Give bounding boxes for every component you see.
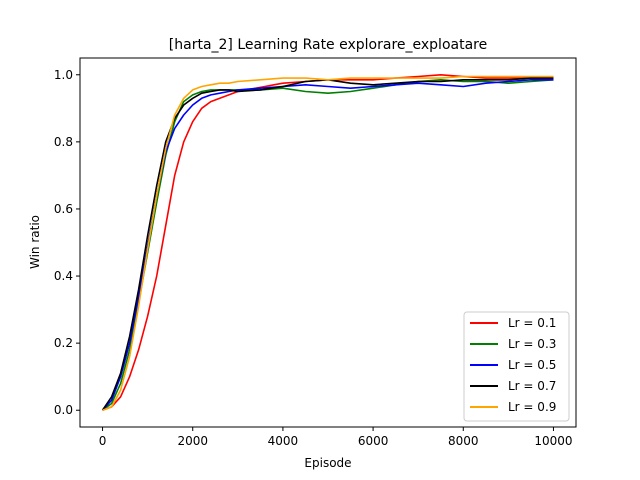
legend-label: Lr = 0.5	[508, 358, 556, 372]
legend-label: Lr = 0.1	[508, 316, 556, 330]
y-tick-label: 0.8	[54, 135, 73, 149]
series-line-5	[102, 75, 554, 411]
legend-label: Lr = 0.9	[508, 400, 556, 414]
legend: Lr = 0.1 Lr = 0.3 Lr = 0.5 Lr = 0.7 Lr = 0.9	[463, 311, 570, 422]
y-axis-label: Win ratio	[28, 215, 42, 269]
x-tick-label: 8000	[448, 434, 479, 448]
series-group	[101, 74, 554, 411]
x-tick-label: 2000	[177, 434, 208, 448]
y-tick-label: 0.6	[54, 202, 73, 216]
x-axis-label: Episode	[304, 456, 351, 470]
y-tick-label: 1.0	[54, 68, 73, 82]
plot-frame	[79, 57, 577, 428]
y-tick-label: 0.0	[54, 403, 73, 417]
x-tick-label: 4000	[268, 434, 299, 448]
legend-label: Lr = 0.7	[508, 379, 556, 393]
x-tick-label: 10000	[534, 434, 572, 448]
legend-box	[463, 311, 570, 422]
series-line-4	[101, 77, 554, 411]
legend-label: Lr = 0.3	[508, 337, 556, 351]
y-tick-label: 0.2	[54, 336, 73, 350]
axes: 0 2000 4000 6000 8000 10000 0.0 0.2 0.4 0.6 0.8 1.0	[54, 57, 577, 448]
y-tick-label: 0.4	[54, 269, 73, 283]
x-tick-label: 0	[99, 434, 107, 448]
x-tick-label: 6000	[358, 434, 389, 448]
chart-title: [harta_2] Learning Rate explorare_exploa…	[169, 37, 487, 53]
